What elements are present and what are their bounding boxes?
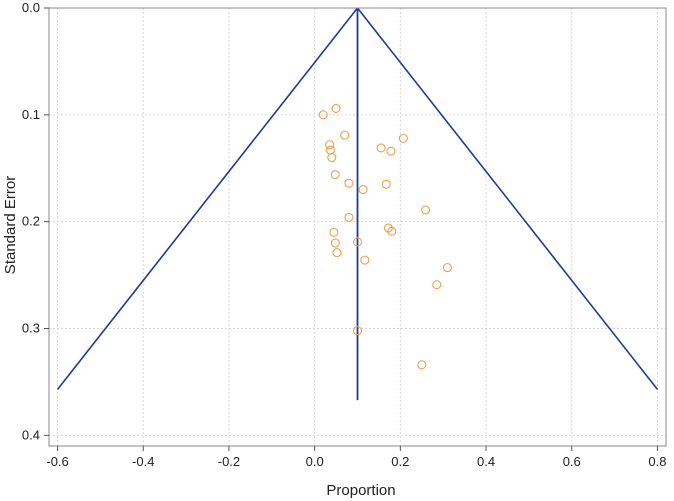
data-point xyxy=(327,153,337,163)
x-tick-label: 0.2 xyxy=(391,454,409,469)
x-axis-title: Proportion xyxy=(326,482,395,499)
data-point xyxy=(358,185,368,195)
x-tick-label: -0.6 xyxy=(46,454,68,469)
data-point xyxy=(330,170,340,180)
x-tick-label: -0.4 xyxy=(132,454,154,469)
data-point xyxy=(325,140,335,150)
y-tick-label: 0.1 xyxy=(22,107,40,122)
data-point xyxy=(387,226,397,236)
x-tick-label: 0.6 xyxy=(563,454,581,469)
x-tick-label: -0.2 xyxy=(218,454,240,469)
data-point xyxy=(417,360,427,370)
y-tick-label: 0.3 xyxy=(22,320,40,335)
data-points xyxy=(318,103,453,370)
tick-labels: -0.6 -0.4 -0.2 0.0 0.2 0.4 0.6 0.8 0.0 0.1 0.2 0.3 0… xyxy=(22,0,667,469)
data-point xyxy=(442,263,453,273)
data-point xyxy=(344,178,354,188)
data-point xyxy=(344,212,354,222)
plot-frame xyxy=(48,7,667,447)
y-tick-label: 0.0 xyxy=(22,0,40,15)
x-tick-label: 0.4 xyxy=(477,454,495,469)
data-point xyxy=(432,280,442,290)
data-point xyxy=(340,130,350,140)
data-point xyxy=(331,103,341,113)
data-point xyxy=(332,248,342,258)
data-point xyxy=(360,255,370,265)
data-point xyxy=(386,146,396,156)
y-axis-title: Standard Error xyxy=(2,176,19,274)
data-point xyxy=(421,205,431,215)
data-point xyxy=(329,227,339,237)
x-tick-label: 0.0 xyxy=(306,454,324,469)
data-point xyxy=(352,326,363,336)
data-point xyxy=(330,238,340,248)
data-point xyxy=(318,110,328,120)
axes xyxy=(44,7,667,451)
funnel-right-line xyxy=(356,7,659,390)
y-tick-label: 0.4 xyxy=(22,427,40,442)
data-point xyxy=(381,179,391,189)
x-tick-label: 0.8 xyxy=(648,454,666,469)
funnel-lines xyxy=(56,7,659,401)
funnel-left-line xyxy=(56,7,359,390)
data-point xyxy=(325,145,336,155)
y-tick-label: 0.2 xyxy=(22,214,40,229)
data-point xyxy=(398,133,408,143)
data-point xyxy=(352,237,363,247)
data-point xyxy=(376,143,386,153)
